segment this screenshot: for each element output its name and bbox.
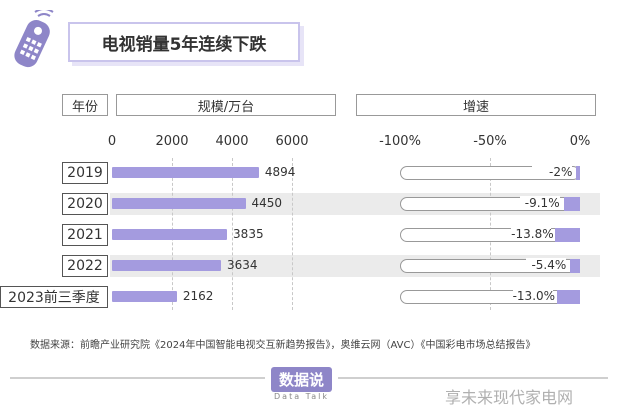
brand-logo-subtext: Data Talk xyxy=(274,392,329,401)
growth-bar xyxy=(570,259,580,273)
sales-bar xyxy=(112,291,177,302)
brand-logo: 数据说 Data Talk xyxy=(265,367,339,401)
sales-value-label: 4894 xyxy=(264,165,296,179)
year-label: 2023前三季度 xyxy=(0,286,108,308)
sales-gridline xyxy=(292,158,293,310)
growth-bar xyxy=(563,197,580,211)
sales-tick-label: 0 xyxy=(107,134,117,149)
sales-tick-label: 2000 xyxy=(155,134,189,149)
chart-title: 电视销量5年连续下跌 xyxy=(68,22,300,62)
growth-value-label: -9.1% xyxy=(519,196,560,210)
sales-bar xyxy=(112,198,246,209)
year-label: 2019 xyxy=(62,162,108,184)
brand-logo-text: 数据说 xyxy=(271,367,333,392)
year-label: 2021 xyxy=(62,224,108,246)
growth-value-label: -2% xyxy=(532,165,573,179)
sales-tick-label: 4000 xyxy=(215,134,249,149)
growth-bar xyxy=(555,228,580,242)
sales-value-label: 3835 xyxy=(233,227,264,241)
sales-value-label: 3634 xyxy=(227,258,258,272)
growth-column-header: 增速 xyxy=(356,94,596,116)
growth-value-label: -5.4% xyxy=(526,258,567,272)
remote-control-icon xyxy=(8,8,58,72)
watermark: 享未来现代家电网 xyxy=(445,388,574,407)
year-label: 2020 xyxy=(62,193,108,215)
year-label: 2022 xyxy=(62,255,108,277)
growth-tick-label: -50% xyxy=(473,134,507,149)
growth-bar xyxy=(556,290,580,304)
sales-column-header: 规模/万台 xyxy=(116,94,336,116)
sales-gridline xyxy=(232,158,233,310)
source-note: 数据来源：前瞻产业研究院《2024年中国智能电视交互新趋势报告》，奥维云网（AV… xyxy=(30,340,536,351)
sales-bar xyxy=(112,260,222,271)
growth-tick-label: 0% xyxy=(569,134,591,149)
sales-tick-label: 6000 xyxy=(275,134,309,149)
growth-bar xyxy=(576,166,580,180)
sales-bar xyxy=(112,229,228,240)
sales-value-label: 4450 xyxy=(251,196,283,210)
growth-value-label: -13.0% xyxy=(512,289,556,303)
sales-value-label: 2162 xyxy=(182,289,214,303)
year-column-header: 年份 xyxy=(62,94,108,116)
sales-bar xyxy=(112,167,259,178)
growth-value-label: -13.8% xyxy=(511,227,554,241)
growth-tick-label: -100% xyxy=(379,134,421,149)
